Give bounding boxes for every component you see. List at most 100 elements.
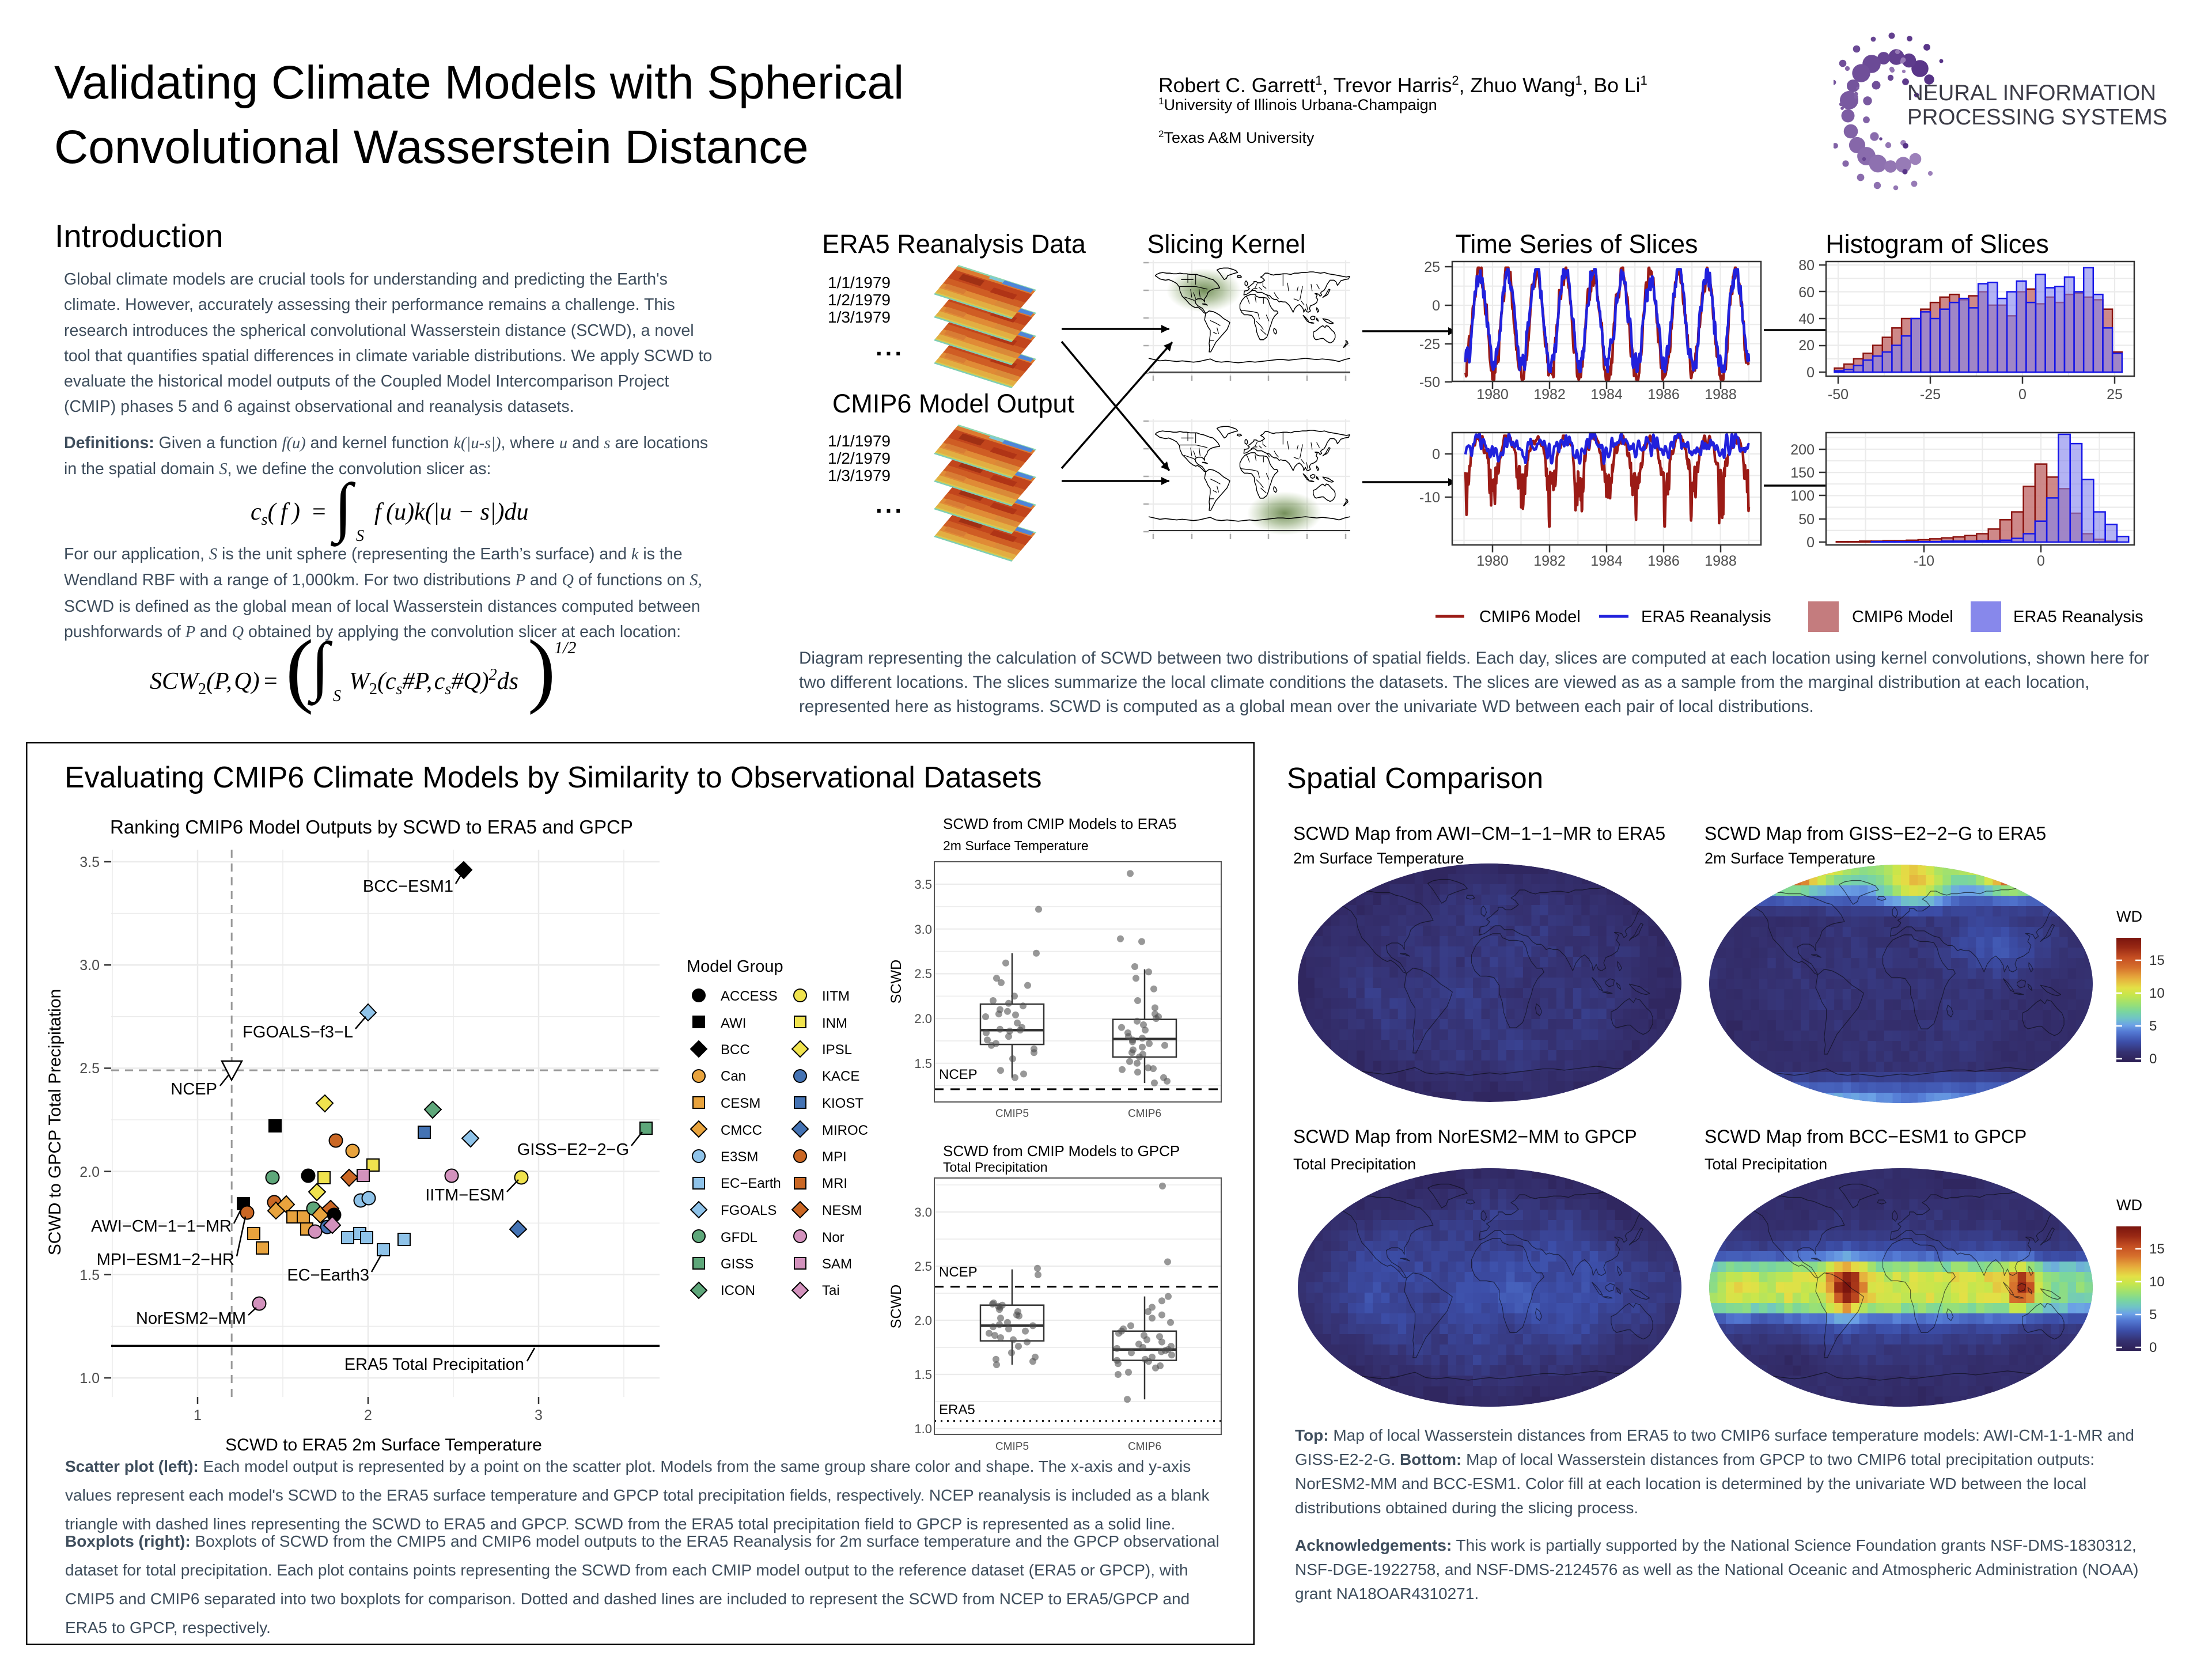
svg-text:2m Surface Temperature: 2m Surface Temperature — [1293, 850, 1464, 867]
svg-text:=: = — [312, 499, 326, 525]
svg-text:SCWD Map from GISS−E2−2−G to E: SCWD Map from GISS−E2−2−G to ERA5 — [1705, 823, 2046, 844]
svg-text:1: 1 — [194, 1407, 202, 1423]
svg-text:S: S — [333, 687, 341, 705]
svg-text:Total Precipitation: Total Precipitation — [1293, 1156, 1416, 1173]
svg-text:Nor: Nor — [822, 1230, 844, 1245]
svg-text:W2(cs#P, cs#Q)2ds: W2(cs#P, cs#Q)2ds — [349, 666, 518, 698]
svg-text:20: 20 — [1798, 338, 1815, 354]
svg-text:1982: 1982 — [1533, 387, 1566, 403]
svg-text:SCWD to GPCP Total Precipitati: SCWD to GPCP Total Precipitation — [46, 989, 65, 1255]
svg-text:-10: -10 — [1419, 490, 1440, 506]
svg-text:150: 150 — [1790, 465, 1815, 481]
svg-text:FGOALS: FGOALS — [721, 1203, 777, 1218]
svg-text:Can: Can — [721, 1069, 746, 1084]
svg-text:WD: WD — [2116, 1196, 2142, 1214]
svg-text:2.0: 2.0 — [79, 1164, 100, 1180]
svg-text:∫: ∫ — [307, 639, 333, 706]
svg-text:EC−Earth3: EC−Earth3 — [287, 1266, 369, 1285]
svg-text:5: 5 — [2149, 1018, 2157, 1034]
svg-text:S: S — [356, 527, 364, 545]
svg-text:1/2/1979: 1/2/1979 — [828, 291, 891, 309]
svg-text:SCWD to ERA5 2m Surface Temper: SCWD to ERA5 2m Surface Temperature — [225, 1435, 542, 1455]
svg-text:0: 0 — [1806, 535, 1815, 551]
svg-text:Evaluating CMIP6 Climate Model: Evaluating CMIP6 Climate Models by Simil… — [65, 761, 1041, 794]
svg-text:): ) — [528, 639, 555, 715]
svg-text:CMIP6 Model: CMIP6 Model — [1479, 608, 1581, 626]
svg-text:3.0: 3.0 — [914, 1205, 932, 1219]
svg-text:40: 40 — [1798, 311, 1815, 327]
svg-text:NorESM2−MM: NorESM2−MM — [136, 1309, 246, 1328]
svg-text:50: 50 — [1798, 512, 1815, 528]
svg-text:1/1/1979: 1/1/1979 — [828, 274, 891, 291]
svg-text:3.5: 3.5 — [914, 877, 932, 892]
svg-text:IPSL: IPSL — [822, 1042, 852, 1058]
svg-text:WD: WD — [2116, 908, 2142, 925]
svg-text:NCEP: NCEP — [939, 1264, 978, 1280]
svg-text:1980: 1980 — [1476, 387, 1509, 403]
svg-text:CMIP6 Model: CMIP6 Model — [1852, 608, 1953, 626]
svg-text:GFDL: GFDL — [721, 1230, 757, 1245]
svg-text:3.0: 3.0 — [79, 957, 100, 974]
svg-text:-25: -25 — [1419, 336, 1440, 353]
svg-text:25: 25 — [2107, 387, 2123, 403]
svg-text:-50: -50 — [1828, 387, 1849, 403]
svg-text:1/3/1979: 1/3/1979 — [828, 467, 891, 484]
svg-text:1984: 1984 — [1590, 387, 1623, 403]
svg-text:2.0: 2.0 — [914, 1313, 932, 1328]
svg-text:MPI−ESM1−2−HR: MPI−ESM1−2−HR — [97, 1251, 234, 1269]
svg-text:0: 0 — [2149, 1051, 2157, 1067]
svg-text:SCWD from CMIP Models to GPCP: SCWD from CMIP Models to GPCP — [943, 1142, 1180, 1160]
svg-text:2: 2 — [364, 1407, 372, 1423]
svg-text:INM: INM — [822, 1016, 847, 1031]
svg-text:1.5: 1.5 — [914, 1056, 932, 1071]
svg-text:EC−Earth: EC−Earth — [721, 1176, 781, 1191]
svg-text:Histogram of Slices: Histogram of Slices — [1825, 229, 2049, 259]
svg-text:MRI: MRI — [822, 1176, 847, 1191]
svg-text:0: 0 — [2018, 387, 2027, 403]
svg-text:5: 5 — [2149, 1307, 2157, 1323]
svg-text:SAM: SAM — [822, 1256, 852, 1272]
svg-text:2.5: 2.5 — [914, 967, 932, 981]
svg-text:SCWD Map from BCC−ESM1 to GPCP: SCWD Map from BCC−ESM1 to GPCP — [1705, 1126, 2027, 1147]
svg-text:1/3/1979: 1/3/1979 — [828, 308, 891, 326]
svg-text:2.5: 2.5 — [914, 1259, 932, 1274]
svg-text:2.0: 2.0 — [914, 1012, 932, 1026]
svg-text:0: 0 — [1432, 446, 1440, 463]
svg-text:1988: 1988 — [1705, 553, 1737, 569]
svg-text:NEURAL INFORMATION: NEURAL INFORMATION — [1907, 81, 2156, 105]
svg-text:CMIP6 Model Output: CMIP6 Model Output — [832, 389, 1075, 418]
svg-text:-50: -50 — [1419, 374, 1440, 391]
svg-text:ERA5: ERA5 — [939, 1402, 975, 1418]
svg-text:10: 10 — [2149, 1274, 2165, 1290]
svg-text:MPI: MPI — [822, 1149, 847, 1165]
svg-text:3.5: 3.5 — [79, 854, 100, 870]
svg-text:BCC−ESM1: BCC−ESM1 — [363, 877, 453, 896]
svg-text:1988: 1988 — [1705, 387, 1737, 403]
svg-text:CMIP5: CMIP5 — [995, 1108, 1029, 1120]
svg-text:GISS−E2−2−G: GISS−E2−2−G — [517, 1141, 629, 1159]
svg-text:1.0: 1.0 — [914, 1422, 932, 1436]
svg-text:Slicing Kernel: Slicing Kernel — [1147, 229, 1305, 259]
svg-text:...: ... — [876, 334, 904, 361]
svg-text:CMIP6: CMIP6 — [1128, 1441, 1161, 1453]
svg-text:1980: 1980 — [1476, 553, 1509, 569]
svg-text:1984: 1984 — [1590, 553, 1623, 569]
svg-text:CESM: CESM — [721, 1096, 760, 1111]
svg-text:80: 80 — [1798, 257, 1815, 274]
svg-text:cs( f ): cs( f ) — [251, 499, 300, 529]
svg-text:E3SM: E3SM — [721, 1149, 758, 1165]
svg-text:∫: ∫ — [330, 478, 356, 547]
svg-text:1.5: 1.5 — [914, 1368, 932, 1382]
svg-text:60: 60 — [1798, 285, 1815, 301]
svg-text:SCW2(P, Q): SCW2(P, Q) — [150, 668, 260, 698]
svg-text:...: ... — [876, 491, 904, 518]
svg-text:1.5: 1.5 — [79, 1267, 100, 1283]
svg-text:Total Precipitation: Total Precipitation — [1705, 1156, 1827, 1173]
svg-text:15: 15 — [2149, 953, 2165, 968]
svg-text:Ranking CMIP6 Model Outputs by: Ranking CMIP6 Model Outputs by SCWD to E… — [110, 816, 633, 838]
svg-text:1.0: 1.0 — [79, 1370, 100, 1387]
svg-text:(: ( — [286, 639, 313, 715]
svg-text:1/1/1979: 1/1/1979 — [828, 432, 891, 450]
svg-text:3: 3 — [535, 1407, 543, 1423]
svg-text:SCWD: SCWD — [888, 1285, 904, 1328]
